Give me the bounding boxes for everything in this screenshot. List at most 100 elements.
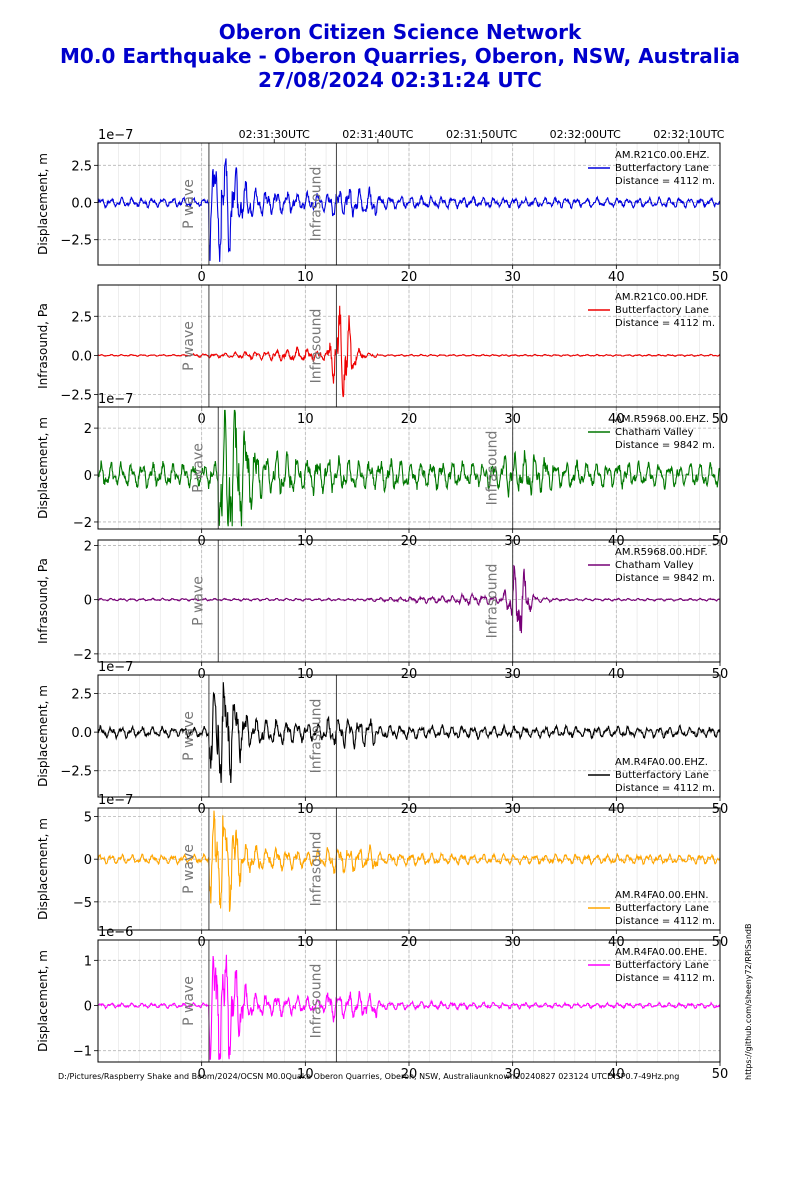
x-tick-label: 40 (608, 1067, 625, 1082)
infrasound-label: Infrasound (485, 564, 501, 639)
y-tick-label: 0 (84, 469, 92, 484)
legend-station: AM.R5968.00.EHZ. (615, 414, 709, 425)
title-line-1: Oberon Citizen Science Network (218, 20, 582, 44)
y-tick-label: −1 (73, 1045, 92, 1060)
legend-location: Butterfactory Lane (615, 305, 709, 316)
legend: AM.R4FA0.00.EHZ. Butterfactory Lane Distan… (588, 757, 715, 794)
y-tick-label: 5 (84, 811, 92, 826)
legend-distance: Distance = 9842 m. (615, 573, 715, 584)
legend-distance: Distance = 4112 m. (615, 916, 715, 927)
y-multiplier: 1e−7 (98, 660, 133, 675)
legend-station: AM.R21C0.00.HDF. (615, 292, 708, 303)
y-multiplier: 1e−7 (98, 793, 133, 808)
infrasound-label: Infrasound (308, 167, 324, 242)
y-axis-label: Displacement, m (36, 153, 50, 255)
y-axis-label: Displacement, m (36, 818, 50, 920)
legend-location: Chatham Valley (615, 427, 694, 438)
legend-location: Butterfactory Lane (615, 903, 709, 914)
legend: AM.R21C0.00.EHZ. Butterfactory Lane Distan… (588, 150, 715, 187)
infrasound-label: Infrasound (308, 309, 324, 384)
file-path-caption: D:/Pictures/Raspberry Shake and Boom/202… (58, 1072, 680, 1081)
infrasound-label: Infrasound (485, 431, 501, 506)
waveform-trace (97, 409, 721, 527)
waveform-trace (97, 682, 721, 784)
legend: AM.R4FA0.00.EHN. Butterfactory Lane Distan… (588, 890, 715, 927)
utc-tick-label: 02:31:40UTC (342, 128, 414, 141)
y-axis-label: Infrasound, Pa (36, 558, 50, 644)
utc-tick-label: 02:31:30UTC (239, 128, 311, 141)
y-tick-label: 0 (84, 1000, 92, 1015)
utc-tick-label: 02:32:00UTC (550, 128, 622, 141)
waveform-trace (97, 158, 721, 262)
panel-1: P wave Infrasound 2.5 0.0 −2.5 0 10 20 30 40 50 1e−… (36, 128, 728, 285)
legend-location: Chatham Valley (615, 560, 694, 571)
y-tick-label: −5 (73, 896, 92, 911)
title-line-2: M0.0 Earthquake - Oberon Quarries, Obero… (60, 44, 740, 68)
legend-distance: Distance = 9842 m. (615, 440, 715, 451)
x-tick-label: 50 (712, 1067, 729, 1082)
y-multiplier: 1e−7 (98, 128, 133, 143)
legend: AM.R4FA0.00.EHE. Butterfactory Lane Distan… (588, 947, 715, 984)
infrasound-label: Infrasound (308, 832, 324, 907)
x-tick-label: 0 (198, 270, 206, 285)
x-tick-label: 20 (401, 270, 418, 285)
legend-distance: Distance = 4112 m. (615, 176, 715, 187)
y-tick-label: 2 (84, 422, 92, 437)
title-line-3: 27/08/2024 02:31:24 UTC (258, 68, 542, 92)
p-wave-label: P wave (181, 711, 197, 761)
y-tick-label: 1 (84, 954, 92, 969)
legend: AM.R5968.00.EHZ. Chatham Valley Distance =… (588, 414, 715, 451)
y-tick-label: 0 (84, 594, 92, 609)
x-tick-label: 30 (504, 1067, 521, 1082)
y-axis-label: Displacement, m (36, 685, 50, 787)
legend-distance: Distance = 4112 m. (615, 318, 715, 329)
legend: AM.R5968.00.HDF. Chatham Valley Distance =… (588, 547, 715, 584)
utc-tick-label: 02:32:10UTC (653, 128, 725, 141)
legend-station: AM.R21C0.00.EHZ. (615, 150, 710, 161)
legend-distance: Distance = 4112 m. (615, 783, 715, 794)
legend-station: AM.R5968.00.HDF. (615, 547, 708, 558)
waveform-trace (97, 810, 721, 912)
x-tick-label: 0 (198, 1067, 206, 1082)
y-multiplier: 1e−6 (98, 925, 133, 940)
x-tick-label: 40 (608, 270, 625, 285)
utc-tick-label: 02:31:50UTC (446, 128, 518, 141)
legend-location: Butterfactory Lane (615, 960, 709, 971)
waveform-trace (97, 305, 721, 398)
x-tick-label: 10 (297, 270, 314, 285)
waveform-trace (97, 564, 721, 634)
legend-location: Butterfactory Lane (615, 163, 709, 174)
legend-location: Butterfactory Lane (615, 770, 709, 781)
p-wave-label: P wave (181, 179, 197, 229)
legend-station: AM.R4FA0.00.EHE. (615, 947, 707, 958)
y-tick-label: −2 (73, 516, 92, 531)
y-multiplier: 1e−7 (98, 392, 133, 407)
x-tick-label: 10 (297, 1067, 314, 1082)
y-tick-label: 2 (84, 539, 92, 554)
source-url: https://github.com/sheeny72/RPiSandB (744, 923, 753, 1080)
y-axis-label: Displacement, m (36, 417, 50, 519)
y-axis-label: Displacement, m (36, 950, 50, 1052)
legend-distance: Distance = 4112 m. (615, 973, 715, 984)
infrasound-label: Infrasound (308, 699, 324, 774)
x-tick-label: 30 (504, 270, 521, 285)
y-tick-label: −2 (73, 648, 92, 663)
infrasound-label: Infrasound (308, 964, 324, 1039)
p-wave-label: P wave (190, 576, 206, 626)
legend-station: AM.R4FA0.00.EHZ. (615, 757, 708, 768)
y-tick-label: 0 (84, 853, 92, 868)
y-tick-label: 2.5 (71, 310, 92, 325)
y-tick-label: 0.0 (71, 349, 92, 364)
chart-title: Oberon Citizen Science Network M0.0 Eart… (0, 20, 800, 92)
p-wave-label: P wave (181, 976, 197, 1026)
y-tick-label: 2.5 (71, 159, 92, 174)
y-tick-label: 2.5 (71, 688, 92, 703)
legend-station: AM.R4FA0.00.EHN. (615, 890, 709, 901)
y-tick-label: 0.0 (71, 197, 92, 212)
